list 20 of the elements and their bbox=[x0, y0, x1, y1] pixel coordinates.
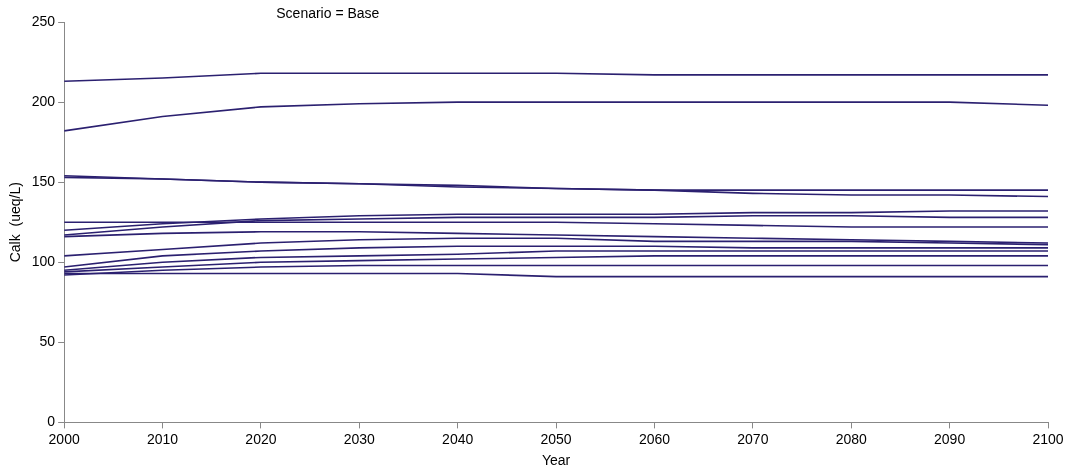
x-tick-label: 2050 bbox=[540, 430, 572, 447]
x-tick-label: 2060 bbox=[638, 430, 671, 447]
y-axis-title: Calk (ueq/L) bbox=[7, 182, 24, 263]
y-tick-label: 150 bbox=[31, 173, 56, 190]
x-tick-label: 2040 bbox=[442, 430, 474, 447]
y-tick-label: 0 bbox=[47, 413, 56, 430]
y-tick-label: 200 bbox=[31, 92, 56, 109]
chart-title: Scenario = Base bbox=[276, 4, 380, 21]
x-tick-label: 2030 bbox=[343, 430, 376, 447]
y-tick-label: 50 bbox=[39, 333, 56, 350]
x-tick-label: 2010 bbox=[146, 430, 179, 447]
x-tick-label: 2000 bbox=[48, 430, 80, 447]
x-tick-label: 2080 bbox=[835, 430, 868, 447]
y-tick-label: 250 bbox=[31, 12, 56, 29]
x-axis-title: Year bbox=[541, 452, 571, 469]
x-tick-label: 2100 bbox=[1032, 430, 1064, 447]
x-tick-label: 2070 bbox=[737, 430, 769, 447]
x-tick-label: 2020 bbox=[245, 430, 277, 447]
x-tick-label: 2090 bbox=[934, 430, 966, 447]
y-tick-label: 100 bbox=[31, 253, 56, 270]
